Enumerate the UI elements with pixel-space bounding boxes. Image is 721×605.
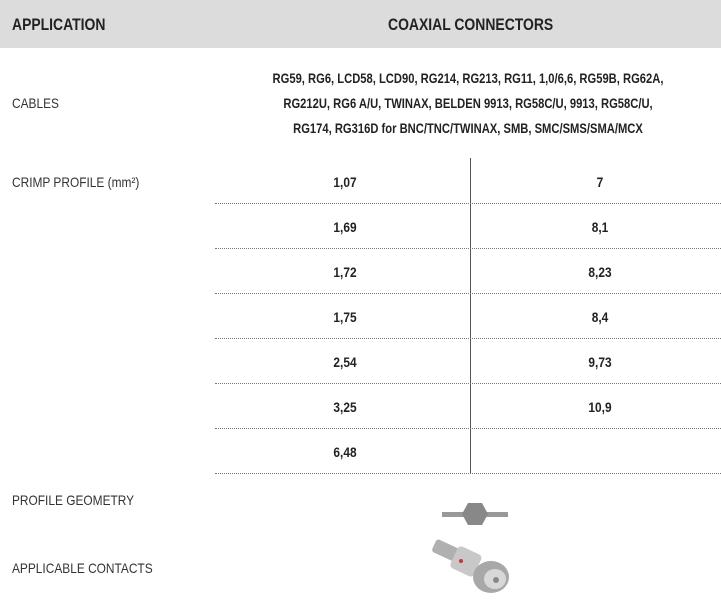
row-separator — [215, 203, 721, 204]
crimp-value: 1,72 — [294, 264, 396, 280]
crimp-value: 8,4 — [549, 309, 651, 325]
crimp-value: 2,54 — [294, 354, 396, 370]
row-separator — [215, 473, 721, 474]
crimp-value: 7 — [549, 174, 651, 190]
connector-icon — [425, 535, 525, 600]
crimp-value: 1,07 — [294, 174, 396, 190]
geometry-label: PROFILE GEOMETRY — [12, 492, 134, 508]
cables-line: RG174, RG316D for BNC/TNC/TWINAX, SMB, S… — [266, 120, 671, 136]
row-separator — [215, 248, 721, 249]
row-separator — [215, 338, 721, 339]
page: APPLICATION COAXIAL CONNECTORS CABLES RG… — [0, 0, 721, 605]
crimp-value: 3,25 — [294, 399, 396, 415]
header-application: APPLICATION — [12, 15, 105, 35]
hexagon-icon — [440, 495, 510, 535]
crimp-value: 1,69 — [294, 219, 396, 235]
crimp-value: 9,73 — [549, 354, 651, 370]
cables-label: CABLES — [12, 95, 59, 111]
contacts-label: APPLICABLE CONTACTS — [12, 560, 153, 576]
cables-line: RG212U, RG6 A/U, TWINAX, BELDEN 9913, RG… — [266, 95, 671, 111]
crimp-label: CRIMP PROFILE (mm²) — [12, 174, 139, 190]
crimp-value: 6,48 — [294, 444, 396, 460]
column-divider — [470, 158, 471, 474]
cables-line: RG59, RG6, LCD58, LCD90, RG214, RG213, R… — [266, 70, 671, 86]
crimp-value: 10,9 — [549, 399, 651, 415]
row-separator — [215, 428, 721, 429]
header-band — [0, 0, 721, 48]
row-separator — [215, 383, 721, 384]
row-separator — [215, 293, 721, 294]
crimp-value: 8,1 — [549, 219, 651, 235]
crimp-value: 8,23 — [549, 264, 651, 280]
header-product: COAXIAL CONNECTORS — [388, 15, 552, 35]
crimp-value: 1,75 — [294, 309, 396, 325]
